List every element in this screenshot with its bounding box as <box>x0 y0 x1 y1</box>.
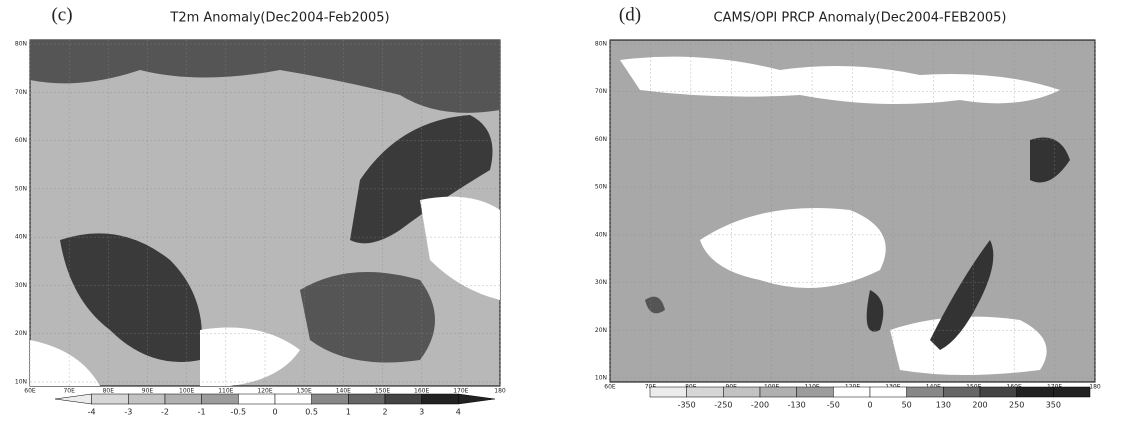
colorbar-label: -350 <box>678 401 696 410</box>
colorbar-label: -130 <box>788 401 806 410</box>
colorbar-label: 0.5 <box>305 408 318 417</box>
lat-label: 20N <box>15 330 27 337</box>
colorbar-label: 4 <box>456 408 461 417</box>
lat-label: 50N <box>15 185 27 192</box>
colorbar-label: -0.5 <box>231 408 247 417</box>
lat-label: 60N <box>595 136 607 143</box>
colorbar-label: 3 <box>419 408 424 417</box>
lon-label: 130E <box>297 388 312 395</box>
lat-label: 30N <box>15 282 27 289</box>
colorbar-label: -2 <box>161 408 169 417</box>
colorbar-cell <box>869 386 907 398</box>
colorbar-cell <box>201 393 239 405</box>
colorbar-label: -50 <box>827 401 840 410</box>
lat-label: 30N <box>595 279 607 286</box>
colorbar-cell <box>384 393 422 405</box>
lat-label: 40N <box>15 234 27 241</box>
lat-label: 70N <box>15 89 27 96</box>
lon-label: 150E <box>375 388 390 395</box>
lat-label: 40N <box>595 231 607 238</box>
lon-label: 120E <box>257 388 272 395</box>
panel-title: CAMS/OPI PRCP Anomaly(Dec2004-FEB2005) <box>714 11 1007 26</box>
colorbar-cell <box>833 386 871 398</box>
colorbar-end <box>54 393 92 405</box>
colorbar-label: 0 <box>867 401 872 410</box>
lon-label: 90E <box>142 388 154 395</box>
colorbar-label: 350 <box>1046 401 1061 410</box>
colorbar-label: -3 <box>124 408 132 417</box>
lat-label: 20N <box>595 327 607 334</box>
colorbar-cell <box>311 393 349 405</box>
lon-label: 60E <box>24 388 36 395</box>
colorbar-label: -250 <box>714 401 732 410</box>
panel-label: (d) <box>619 4 641 25</box>
colorbar-cell <box>348 393 386 405</box>
colorbar-cell <box>164 393 202 405</box>
lon-label: 140E <box>336 388 351 395</box>
lon-label: 170E <box>453 388 468 395</box>
colorbar-label: -1 <box>198 408 206 417</box>
lon-label: 180 <box>1089 384 1101 391</box>
lon-label: 80E <box>103 388 115 395</box>
colorbar-label: 250 <box>1009 401 1024 410</box>
colorbar-cell <box>1053 386 1091 398</box>
lon-label: 110E <box>218 388 233 395</box>
colorbar-cell <box>91 393 129 405</box>
colorbar-label: 200 <box>972 401 987 410</box>
colorbar-cell <box>649 386 687 398</box>
colorbar-cell <box>723 386 761 398</box>
panel-label: (c) <box>51 4 72 25</box>
lon-label: 160E <box>414 388 429 395</box>
colorbar-cell <box>686 386 724 398</box>
panel-title: T2m Anomaly(Dec2004-Feb2005) <box>169 11 389 26</box>
lat-label: 80N <box>15 41 27 48</box>
colorbar-cell <box>979 386 1017 398</box>
colorbar-cell <box>906 386 944 398</box>
lon-label: 70E <box>63 388 75 395</box>
colorbar-cell <box>943 386 981 398</box>
colorbar-label: 50 <box>902 401 912 410</box>
lat-label: 50N <box>595 184 607 191</box>
colorbar-cell <box>128 393 166 405</box>
colorbar-cell <box>274 393 312 405</box>
colorbar-cell <box>421 393 459 405</box>
lat-label: 10N <box>595 375 607 382</box>
colorbar-cell <box>238 393 276 405</box>
colorbar-cell <box>1016 386 1054 398</box>
colorbar-cell <box>796 386 834 398</box>
colorbar-label: 130 <box>936 401 951 410</box>
colorbar-label: 2 <box>382 408 387 417</box>
lat-label: 60N <box>15 137 27 144</box>
lat-label: 80N <box>595 41 607 48</box>
colorbar-label: -4 <box>88 408 96 417</box>
lon-label: 100E <box>179 388 194 395</box>
colorbar-cell <box>759 386 797 398</box>
colorbar-label: 0 <box>272 408 277 417</box>
colorbar-label: 1 <box>346 408 351 417</box>
map-d <box>609 39 1096 383</box>
colorbar-label: -200 <box>751 401 769 410</box>
lon-label: 60E <box>604 384 616 391</box>
lat-label: 70N <box>595 88 607 95</box>
lon-label: 180 <box>494 388 506 395</box>
lat-label: 10N <box>15 379 27 386</box>
colorbar-end <box>458 393 496 405</box>
